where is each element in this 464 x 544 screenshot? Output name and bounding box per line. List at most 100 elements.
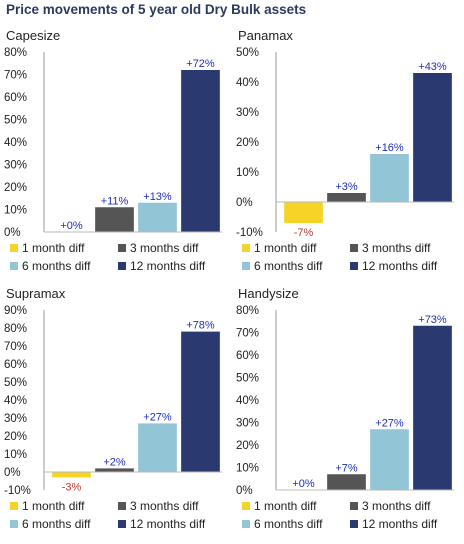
legend-swatch <box>118 244 126 252</box>
legend-swatch <box>350 520 358 528</box>
legend-swatch <box>118 262 126 270</box>
handysize-chart: Handysize 0% 10% 20% 30% 40% 50% 60% 70% 80% +0% +7… <box>232 284 464 540</box>
bar-6-months-diff <box>370 154 409 202</box>
y-tick-label: 10% <box>4 205 27 217</box>
panamax-chart: Panamax -10% 0% 10% 20% 30% 40% 50% -7% +3% +16% +4… <box>232 26 464 282</box>
data-label: +2% <box>103 456 126 468</box>
y-tick-label: 80% <box>4 323 27 335</box>
main-title: Price movements of 5 year old Dry Bulk a… <box>6 2 307 17</box>
y-tick-label: 70% <box>236 328 259 340</box>
legend-swatch <box>242 502 250 510</box>
legend-swatch <box>350 244 358 252</box>
bar-12-months-diff <box>413 73 452 202</box>
legend-entry: 6 months diff <box>22 259 91 273</box>
handysize-svg: Handysize 0% 10% 20% 30% 40% 50% 60% 70% 80% +0% +7… <box>236 286 454 531</box>
panamax-svg: Panamax -10% 0% 10% 20% 30% 40% 50% -7% +3% +16% +4… <box>236 28 454 273</box>
panel-title: Panamax <box>238 28 293 43</box>
legend-entry: 12 months diff <box>130 259 206 273</box>
y-tick-label: 60% <box>4 359 27 371</box>
y-tick-label: 80% <box>4 47 27 59</box>
data-label: -3% <box>62 481 82 493</box>
y-tick-label: 0% <box>236 485 253 497</box>
data-label: +0% <box>292 478 315 490</box>
legend-entry: 6 months diff <box>254 259 323 273</box>
y-tick-label: 50% <box>236 47 259 59</box>
y-tick-label: 0% <box>236 197 253 209</box>
data-label: +16% <box>375 142 404 154</box>
y-tick-label: 30% <box>4 160 27 172</box>
data-label: +3% <box>335 181 358 193</box>
legend-swatch <box>242 262 250 270</box>
panel-title: Capesize <box>6 28 60 43</box>
y-tick-label: 40% <box>4 395 27 407</box>
y-tick-label: 40% <box>236 77 259 89</box>
panel-title: Handysize <box>238 286 299 301</box>
bar-1-month-diff <box>284 202 323 223</box>
data-label: +27% <box>143 411 172 423</box>
legend-entry: 3 months diff <box>362 241 431 255</box>
y-tick-label: 30% <box>4 413 27 425</box>
capesize-svg: Capesize 0% 10% 20% 30% 40% 50% 60% 70% 80% +0% +11… <box>4 28 222 273</box>
bar-12-months-diff <box>413 325 452 490</box>
bar-3-months-diff <box>95 468 134 472</box>
bar-12-months-diff <box>181 70 220 232</box>
legend-swatch <box>10 520 18 528</box>
panel-title: Supramax <box>6 286 66 301</box>
legend-entry: 1 month diff <box>254 499 317 513</box>
bar-1-month-diff <box>52 472 91 478</box>
y-tick-label: 20% <box>4 431 27 443</box>
data-label: +78% <box>186 320 215 332</box>
data-label: +27% <box>375 417 404 429</box>
data-label: +13% <box>143 191 172 203</box>
y-tick-label: 20% <box>236 440 259 452</box>
data-label: +73% <box>418 314 447 326</box>
y-tick-label: 60% <box>4 92 27 104</box>
y-tick-label: 50% <box>4 377 27 389</box>
y-tick-label: -10% <box>4 485 31 497</box>
supramax-chart: Supramax -10% 0% 10% 20% 30% 40% 50% 60% 70% 80% 90… <box>0 284 232 540</box>
y-tick-label: 30% <box>236 418 259 430</box>
legend-swatch <box>10 502 18 510</box>
data-label: +43% <box>418 61 447 73</box>
y-tick-label: 30% <box>236 107 259 119</box>
legend-entry: 6 months diff <box>254 517 323 531</box>
legend-entry: 12 months diff <box>362 517 438 531</box>
bar-3-months-diff <box>327 193 366 202</box>
y-tick-label: 90% <box>4 305 27 317</box>
bar-6-months-diff <box>138 423 177 472</box>
y-tick-label: 70% <box>4 341 27 353</box>
legend-swatch <box>242 520 250 528</box>
y-tick-label: -10% <box>236 227 263 239</box>
y-tick-label: 40% <box>4 137 27 149</box>
y-tick-label: 60% <box>236 350 259 362</box>
y-tick-label: 50% <box>236 373 259 385</box>
legend-entry: 1 month diff <box>22 499 85 513</box>
data-label: -7% <box>294 227 314 239</box>
y-tick-label: 80% <box>236 305 259 317</box>
y-tick-label: 10% <box>236 463 259 475</box>
legend-entry: 12 months diff <box>130 517 206 531</box>
legend-entry: 1 month diff <box>22 241 85 255</box>
legend-entry: 3 months diff <box>130 499 199 513</box>
legend-swatch <box>10 244 18 252</box>
y-tick-label: 50% <box>4 115 27 127</box>
y-tick-label: 20% <box>4 182 27 194</box>
y-tick-label: 0% <box>4 227 21 239</box>
legend-entry: 3 months diff <box>130 241 199 255</box>
capesize-chart: Capesize 0% 10% 20% 30% 40% 50% 60% 70% 80% +0% +11… <box>0 26 232 282</box>
data-label: +72% <box>186 58 215 70</box>
data-label: +0% <box>60 220 83 232</box>
legend-entry: 6 months diff <box>22 517 91 531</box>
data-label: +11% <box>101 195 129 207</box>
bar-6-months-diff <box>370 429 409 490</box>
y-tick-label: 20% <box>236 137 259 149</box>
data-label: +7% <box>335 462 358 474</box>
y-tick-label: 40% <box>236 395 259 407</box>
bar-3-months-diff <box>95 207 134 232</box>
legend-swatch <box>10 262 18 270</box>
legend-swatch <box>350 502 358 510</box>
legend-entry: 1 month diff <box>254 241 317 255</box>
y-tick-label: 70% <box>4 70 27 82</box>
y-tick-label: 10% <box>236 167 259 179</box>
